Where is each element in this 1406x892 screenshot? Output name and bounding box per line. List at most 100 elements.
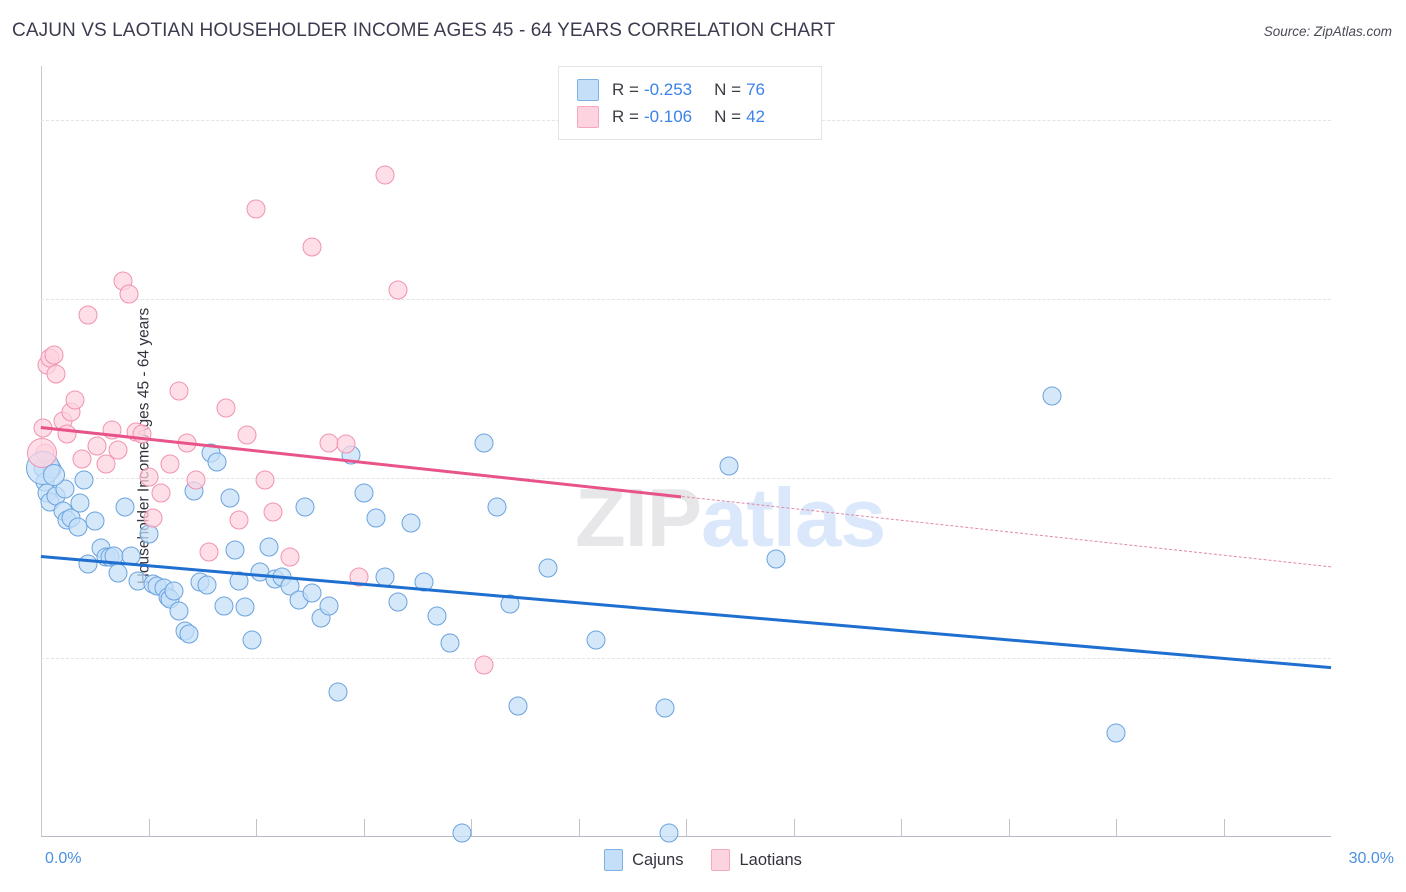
- data-point-c: [197, 575, 217, 595]
- data-point-l: [139, 467, 158, 487]
- x-axis-tick: [793, 819, 795, 837]
- data-point-c: [139, 524, 158, 544]
- data-point-l: [46, 364, 66, 384]
- data-point-c: [55, 479, 75, 499]
- data-point-c: [85, 511, 105, 531]
- data-point-c: [586, 630, 606, 650]
- data-point-l: [246, 199, 266, 219]
- data-point-l: [474, 655, 494, 675]
- data-point-c: [68, 517, 88, 537]
- legend-swatch-cajuns: [604, 849, 624, 871]
- swatch-cajuns: [577, 78, 599, 101]
- data-point-l: [280, 547, 300, 567]
- data-point-c: [235, 597, 255, 617]
- data-point-c: [74, 470, 94, 490]
- x-axis-tick: [1223, 819, 1225, 837]
- data-point-c: [655, 698, 674, 718]
- data-point-c: [242, 630, 262, 650]
- n-value-cajuns: 76: [746, 79, 765, 99]
- r-value-cajuns: -0.253: [643, 79, 693, 99]
- data-point-c: [115, 497, 135, 517]
- watermark-zip: ZIP: [575, 471, 702, 564]
- stats-legend: R = -0.253 N = 76 R = -0.106 N = 42: [558, 66, 822, 140]
- data-point-l: [65, 390, 85, 409]
- data-point-c: [766, 549, 786, 569]
- data-point-c: [388, 592, 408, 612]
- data-point-c: [70, 493, 90, 513]
- x-axis-max-label: 30.0%: [1348, 850, 1394, 867]
- data-point-l: [169, 381, 189, 401]
- source-attribution: Source: ZipAtlas.com: [1263, 24, 1392, 39]
- data-point-l: [177, 433, 197, 453]
- data-point-l: [375, 165, 395, 185]
- data-point-l: [96, 454, 115, 474]
- data-point-c: [295, 497, 315, 517]
- swatch-laotians: [577, 105, 599, 128]
- data-point-c: [427, 606, 447, 626]
- data-point-l: [255, 470, 275, 490]
- data-point-c: [169, 601, 189, 621]
- r-label-cajuns: R =: [612, 79, 639, 99]
- x-axis-tick: [471, 819, 472, 837]
- watermark-atlas: atlas: [701, 471, 886, 564]
- data-point-l: [186, 470, 206, 490]
- data-point-l: [336, 434, 356, 454]
- x-axis-tick: [1116, 819, 1117, 837]
- data-point-c: [214, 596, 234, 616]
- data-point-c: [538, 558, 558, 578]
- data-point-l: [229, 510, 249, 530]
- plot-area: $200,000$150,000$100,000$50,000 ZIPatlas: [26, 66, 1331, 843]
- legend-swatch-laotians: [711, 849, 731, 871]
- legend-item-laotians[interactable]: Laotians: [711, 849, 802, 871]
- data-point-c: [366, 508, 386, 528]
- data-point-l: [72, 449, 92, 469]
- legend-label-laotians: Laotians: [739, 850, 802, 869]
- data-point-c: [108, 563, 128, 583]
- data-point-l: [108, 440, 128, 460]
- x-axis-tick: [686, 819, 687, 837]
- x-axis-tick: [148, 819, 150, 837]
- x-axis-tick: [363, 819, 365, 837]
- n-label-cajuns: N =: [714, 79, 742, 99]
- data-point-l: [199, 542, 219, 562]
- data-point-l: [319, 433, 339, 453]
- data-point-c: [121, 546, 141, 566]
- data-point-c: [229, 571, 249, 591]
- data-point-c: [487, 497, 507, 517]
- data-point-c: [1042, 386, 1061, 406]
- data-point-l: [349, 567, 369, 587]
- gridline: [41, 657, 1331, 659]
- data-point-c: [179, 624, 199, 644]
- data-point-c: [220, 488, 240, 508]
- data-point-l: [160, 454, 180, 474]
- data-point-c: [659, 823, 679, 843]
- data-point-l: [143, 508, 163, 528]
- data-point-l: [216, 398, 236, 418]
- data-point-c: [42, 463, 65, 486]
- data-point-l: [33, 418, 53, 438]
- plot-frame: [41, 66, 1331, 837]
- data-point-c: [452, 823, 472, 843]
- x-axis-min-label: 0.0%: [45, 850, 82, 867]
- data-point-l: [151, 483, 171, 503]
- r-label-laotians: R =: [612, 106, 639, 126]
- data-point-c: [207, 452, 227, 472]
- data-point-l: [132, 424, 152, 444]
- x-axis-tick: [901, 819, 902, 837]
- data-point-c: [414, 572, 434, 592]
- data-point-l: [388, 280, 408, 300]
- watermark: ZIPatlas: [575, 470, 886, 566]
- data-point-c: [401, 513, 421, 533]
- data-point-c: [328, 682, 348, 702]
- data-point-c: [508, 696, 528, 716]
- data-point-l: [78, 305, 98, 325]
- data-point-c: [164, 581, 184, 601]
- n-value-laotians: 42: [746, 106, 765, 126]
- data-point-l: [44, 345, 64, 365]
- legend-item-cajuns[interactable]: Cajuns: [604, 849, 683, 871]
- data-point-c: [302, 583, 322, 603]
- data-point-l: [263, 502, 283, 522]
- gridline: [41, 299, 1331, 301]
- stats-row-cajuns: R = -0.253 N = 76: [559, 76, 821, 103]
